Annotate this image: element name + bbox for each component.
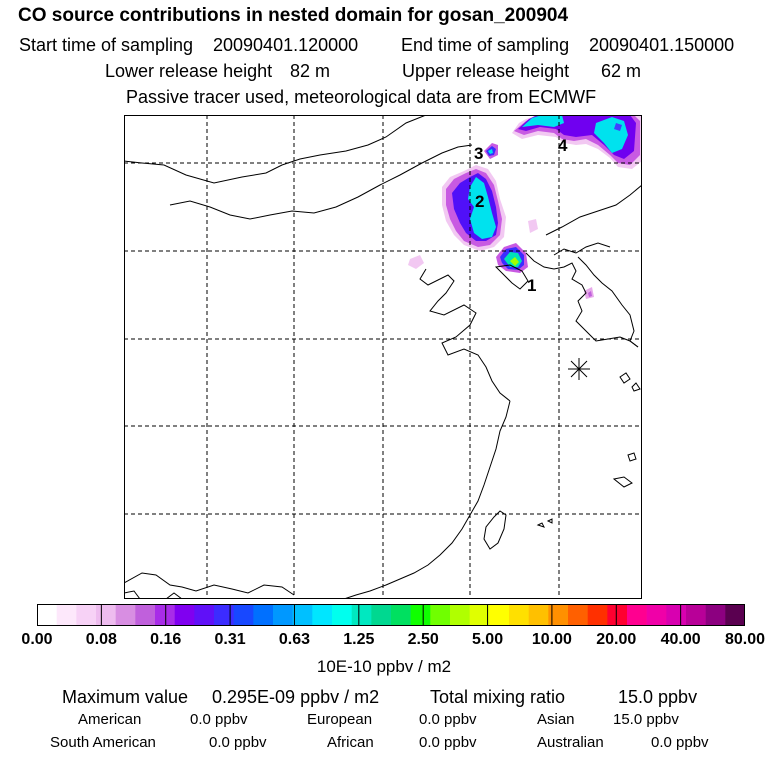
total-mixing-value: 15.0 ppbv xyxy=(618,687,698,707)
legend-tick-label: 5.00 xyxy=(471,631,504,648)
african-value: 0.0 ppbv xyxy=(419,734,477,751)
legend-tick-label: 40.00 xyxy=(660,631,701,648)
plume-region-3 xyxy=(484,143,498,159)
legend-tick-label: 2.50 xyxy=(407,631,439,648)
legend-swatch xyxy=(587,604,608,626)
grid-lines xyxy=(124,115,642,599)
legend-swatch xyxy=(214,604,234,626)
legend-tick-label: 0.16 xyxy=(150,631,182,648)
african-label: African xyxy=(327,734,374,751)
marker-3: 3 xyxy=(474,144,483,163)
marker-4: 4 xyxy=(558,136,568,155)
total-mixing-label: Total mixing ratio xyxy=(430,687,566,707)
legend-swatch xyxy=(96,604,116,626)
american-value: 0.0 ppbv xyxy=(190,711,248,728)
plume-region-north xyxy=(512,115,642,169)
legend-swatch xyxy=(450,604,470,626)
legend-swatch xyxy=(351,604,372,626)
marker-1: 1 xyxy=(527,276,536,295)
legend-swatch xyxy=(646,604,667,626)
legend-swatch xyxy=(528,604,549,626)
plot-title: CO source contributions in nested domain… xyxy=(18,5,569,26)
legend-tick-label: 20.00 xyxy=(596,631,637,648)
european-label: European xyxy=(307,711,373,728)
legend-swatch xyxy=(548,604,569,626)
legend-tick-label: 0.08 xyxy=(85,631,117,648)
coastlines xyxy=(124,115,642,599)
plume-region-2 xyxy=(442,165,506,251)
south-american-label: South American xyxy=(50,734,156,751)
max-value-label: Maximum value xyxy=(62,687,189,707)
color-legend-bar xyxy=(37,604,745,626)
end-time-value: 20090401.150000 xyxy=(589,35,735,55)
legend-swatch xyxy=(371,604,392,626)
legend-swatch xyxy=(37,604,57,626)
legend-swatch xyxy=(194,604,215,626)
legend-tick-label: 80.00 xyxy=(724,631,766,648)
legend-swatch xyxy=(174,604,195,626)
legend-swatch xyxy=(410,604,431,626)
legend-unit: 10E-10 ppbv / m2 xyxy=(316,657,452,676)
legend-swatch xyxy=(489,604,510,626)
legend-swatch xyxy=(391,604,411,626)
legend-frame xyxy=(37,604,745,626)
faint-plume-spots xyxy=(408,219,594,299)
american-label: American xyxy=(78,711,142,728)
map-frame xyxy=(124,115,642,599)
lower-release-value: 82 m xyxy=(290,61,331,81)
legend-swatch xyxy=(568,604,588,626)
legend-swatch xyxy=(332,604,352,626)
start-time-value: 20090401.120000 xyxy=(213,35,359,55)
lower-release-label: Lower release height xyxy=(105,61,273,81)
upper-release-value: 62 m xyxy=(601,61,642,81)
legend-swatch xyxy=(686,604,706,626)
legend-swatch xyxy=(273,604,293,626)
european-value: 0.0 ppbv xyxy=(419,711,477,728)
legend-swatch xyxy=(312,604,333,626)
max-value: 0.295E-09 ppbv / m2 xyxy=(212,687,380,707)
legend-tick-label: 0.00 xyxy=(21,631,53,648)
legend-swatch xyxy=(115,604,136,626)
tracer-note: Passive tracer used, meteorological data… xyxy=(126,87,597,107)
asian-label: Asian xyxy=(537,711,575,728)
legend-swatch xyxy=(292,604,313,626)
legend-tick-label: 10.00 xyxy=(531,631,572,648)
marker-2: 2 xyxy=(475,192,484,211)
australian-value: 0.0 ppbv xyxy=(651,734,709,751)
legend-swatch xyxy=(253,604,274,626)
south-american-value: 0.0 ppbv xyxy=(209,734,267,751)
australian-label: Australian xyxy=(537,734,604,751)
plume-region-1 xyxy=(496,243,528,273)
receptor-star-icon xyxy=(568,358,590,380)
end-time-label: End time of sampling xyxy=(401,35,570,55)
legend-tick-label: 0.63 xyxy=(278,631,311,648)
legend-tick-label: 1.25 xyxy=(343,631,375,648)
legend-swatch xyxy=(607,604,628,626)
legend-swatch xyxy=(430,604,451,626)
legend-swatch xyxy=(56,604,77,626)
legend-swatch xyxy=(155,604,175,626)
start-time-label: Start time of sampling xyxy=(19,35,194,55)
upper-release-label: Upper release height xyxy=(402,61,570,81)
legend-tick-label: 0.31 xyxy=(214,631,246,648)
legend-swatch xyxy=(135,604,156,626)
legend-swatch xyxy=(666,604,687,626)
legend-swatch xyxy=(76,604,97,626)
legend-swatch xyxy=(509,604,529,626)
legend-swatch xyxy=(627,604,647,626)
legend-swatch xyxy=(725,604,745,626)
legend-swatch xyxy=(705,604,726,626)
asian-value: 15.0 ppbv xyxy=(613,711,679,728)
domain-map: 1 2 3 4 xyxy=(124,115,642,599)
legend-swatch xyxy=(469,604,490,626)
legend-swatch xyxy=(233,604,254,626)
